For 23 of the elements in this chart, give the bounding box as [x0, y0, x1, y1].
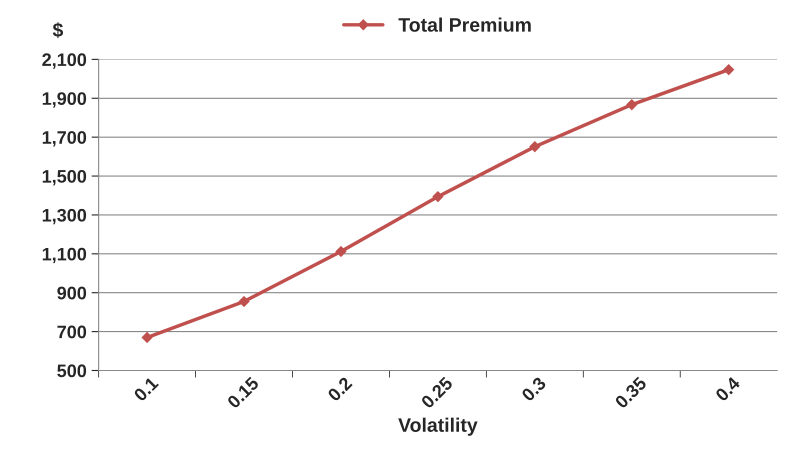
- x-tick-label: 0.2: [326, 376, 353, 402]
- x-axis-title: Volatility: [398, 418, 478, 436]
- y-tick-label: 1,300: [42, 208, 86, 224]
- y-tick-label: 1,700: [42, 131, 86, 146]
- point: [626, 99, 638, 110]
- point: [432, 191, 444, 202]
- x-tick-label: 0.3: [520, 376, 547, 402]
- x-tick-label: 0.1: [133, 376, 160, 402]
- point: [336, 246, 346, 257]
- y-tick-label: 2,100: [42, 53, 86, 69]
- y-tick-label: 1,900: [42, 92, 86, 108]
- y-tick-label: 1,500: [42, 170, 86, 186]
- point: [142, 332, 153, 343]
- point: [723, 64, 734, 76]
- y-tick-label: 500: [57, 364, 86, 378]
- y-tick-label: 700: [57, 326, 86, 338]
- legend-label: Total Premium: [398, 18, 531, 32]
- x-tick-label: 0.4: [714, 376, 741, 402]
- y-axis-title: $: [52, 22, 64, 38]
- y-tick-label: 1,100: [42, 248, 86, 264]
- point: [238, 296, 250, 307]
- y-tick-label: 900: [57, 286, 86, 300]
- point: [529, 141, 540, 152]
